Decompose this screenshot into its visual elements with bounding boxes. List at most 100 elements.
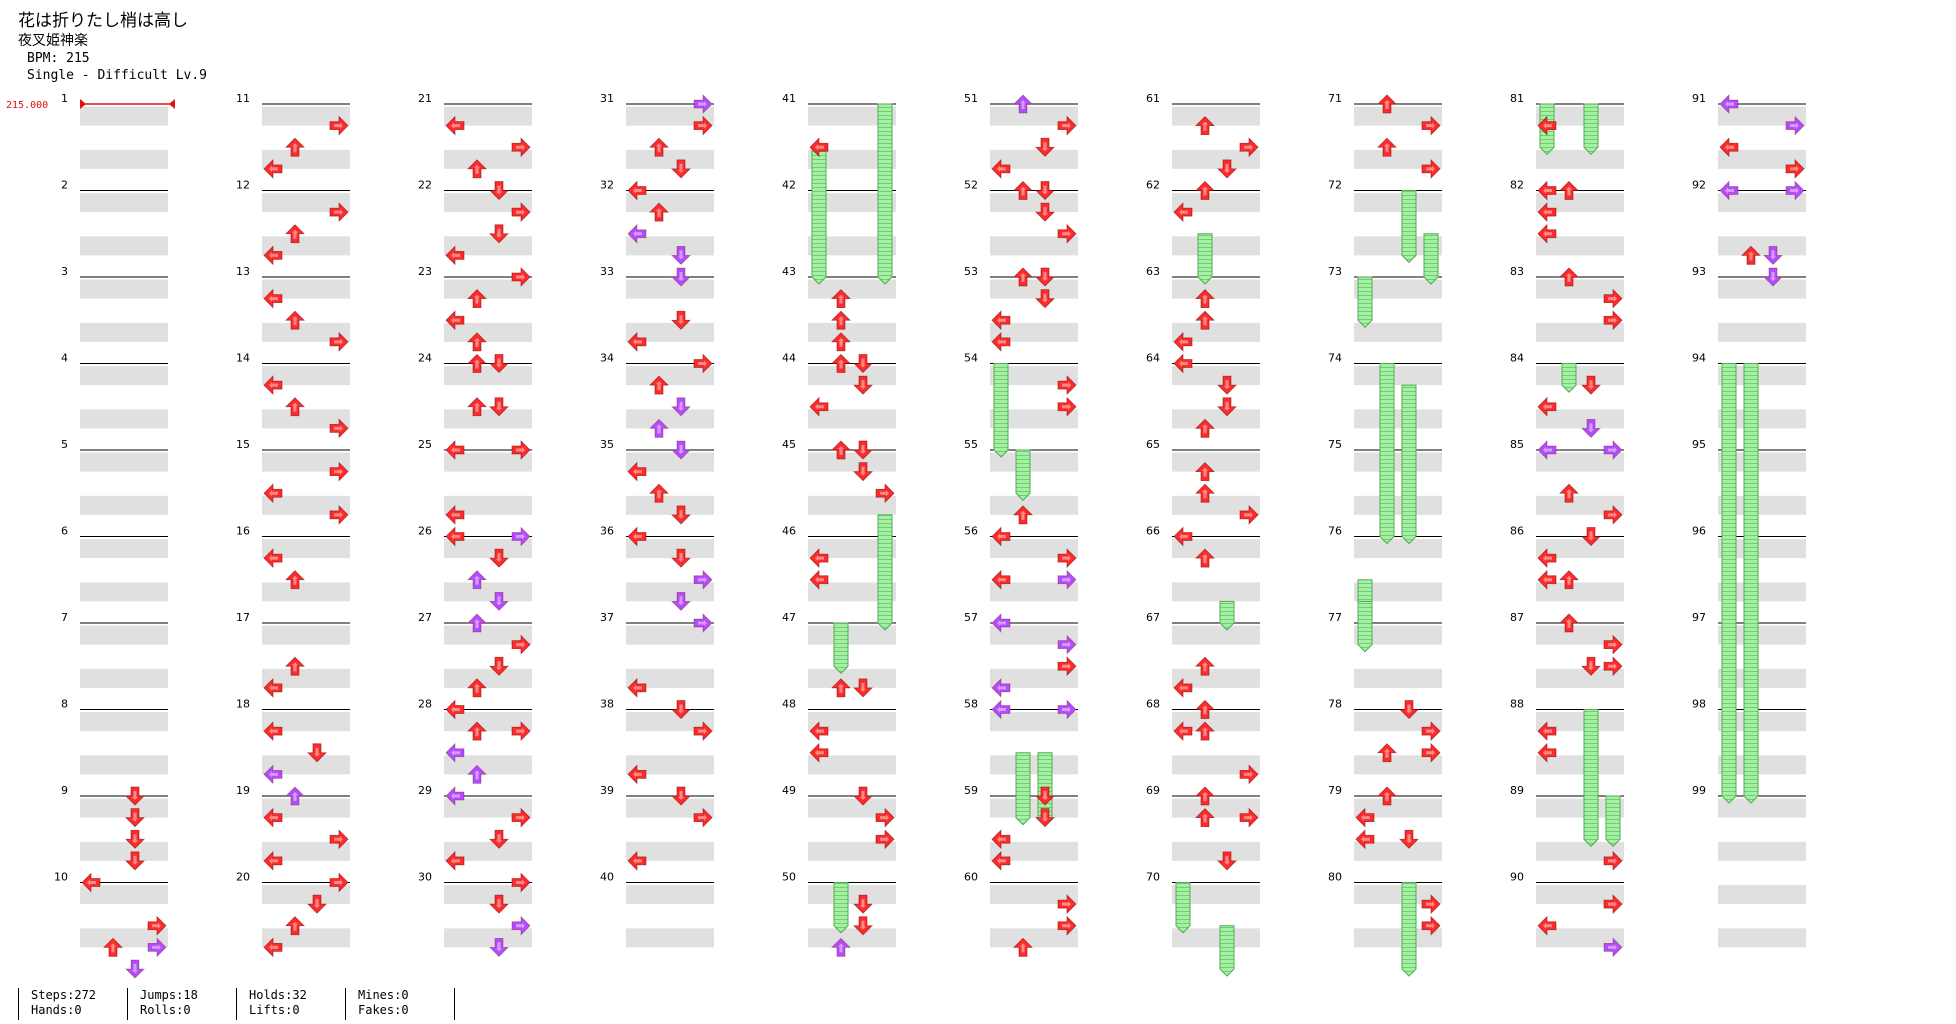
measure-50: 50	[782, 871, 896, 948]
step-arrow	[1559, 613, 1579, 633]
beat-band	[1536, 668, 1624, 688]
beat-band	[1354, 539, 1442, 559]
step-arrow	[489, 181, 509, 201]
step-arrow	[1057, 375, 1077, 396]
step-arrow	[511, 440, 531, 460]
measure-number: 79	[1328, 784, 1342, 797]
measure-number: 26	[418, 525, 432, 538]
stat-holds: Holds:32	[249, 988, 307, 1002]
measure-37: 37	[600, 611, 714, 688]
beat-band	[80, 495, 168, 515]
measure-95: 95	[1692, 438, 1806, 515]
measure-number: 95	[1692, 438, 1706, 451]
step-arrow	[671, 440, 691, 460]
step-arrow	[1421, 158, 1441, 179]
hold-note	[993, 363, 1009, 458]
step-arrow	[991, 331, 1011, 352]
beat-band	[990, 755, 1078, 775]
beat-band	[1718, 928, 1806, 948]
step-arrow	[489, 224, 509, 244]
measure-number: 93	[1692, 265, 1706, 278]
measure-77: 77	[1328, 611, 1442, 688]
beat-band	[444, 409, 532, 429]
step-arrow	[649, 202, 669, 222]
measure-number: 91	[1692, 92, 1706, 105]
step-arrow	[285, 137, 305, 157]
beat-band	[990, 712, 1078, 732]
step-arrow	[263, 850, 283, 871]
hold-note	[1175, 882, 1191, 934]
measure-number: 97	[1692, 611, 1706, 624]
beat-band	[990, 495, 1078, 515]
beat-band	[626, 885, 714, 905]
measure-number: 89	[1510, 784, 1524, 797]
beat-band	[990, 928, 1078, 948]
step-arrow	[1035, 289, 1055, 309]
stat-rolls: Rolls:0	[140, 1003, 191, 1017]
step-arrow	[445, 504, 465, 525]
step-arrow	[991, 526, 1011, 547]
measure-number: 84	[1510, 352, 1524, 365]
measure-73: 73	[1328, 265, 1442, 342]
beat-band	[808, 279, 896, 299]
measure-65: 65	[1146, 438, 1260, 515]
measure-number: 77	[1328, 611, 1342, 624]
measure-54: 54	[964, 352, 1078, 429]
beat-band	[1172, 625, 1260, 645]
measure-22: 22	[418, 179, 532, 256]
hold-note	[1583, 103, 1599, 155]
beat-band	[990, 366, 1078, 386]
step-arrow	[1581, 656, 1601, 676]
beat-band	[262, 193, 350, 213]
measure-number: 85	[1510, 438, 1524, 451]
beat-band	[1718, 582, 1806, 602]
step-arrow	[445, 115, 465, 136]
beat-band	[1354, 106, 1442, 126]
step-arrow	[1035, 808, 1055, 828]
step-arrow	[693, 353, 713, 374]
beat-band	[626, 798, 714, 818]
step-arrow	[1581, 418, 1601, 438]
measure-17: 17	[236, 611, 350, 688]
step-arrow	[1785, 158, 1805, 179]
step-arrow	[1719, 137, 1739, 158]
beat-band	[262, 452, 350, 472]
beat-band	[80, 712, 168, 732]
measure-number: 44	[782, 352, 796, 365]
step-arrow	[1057, 915, 1077, 936]
beat-band	[80, 322, 168, 342]
beat-band	[1172, 841, 1260, 861]
beat-band	[1172, 236, 1260, 256]
step-arrow	[445, 310, 465, 331]
beat-band	[1536, 539, 1624, 559]
beat-band	[1354, 279, 1442, 299]
measure-number: 50	[782, 871, 796, 884]
beat-band	[1718, 712, 1806, 732]
hold-note	[1015, 752, 1031, 826]
song-header: 花は折りたし梢は高し 夜叉姫神楽 BPM: 215 Single - Diffi…	[18, 10, 207, 84]
beat-band	[1718, 106, 1806, 126]
step-arrow	[1763, 245, 1783, 265]
measure-51: 51	[964, 92, 1078, 169]
measure-number: 34	[600, 352, 614, 365]
step-arrow	[1195, 180, 1215, 200]
beat-band	[1354, 625, 1442, 645]
step-arrow	[627, 461, 647, 482]
step-arrow	[831, 937, 851, 957]
beat-band	[990, 625, 1078, 645]
step-arrow	[991, 829, 1011, 850]
measure-53: 53	[964, 265, 1078, 342]
measure-number: 92	[1692, 179, 1706, 192]
hold-note	[833, 622, 849, 674]
measure-35: 35	[600, 438, 714, 515]
beat-band	[444, 798, 532, 818]
step-arrow	[1195, 699, 1215, 719]
measure-number: 82	[1510, 179, 1524, 192]
measure-12: 12	[236, 179, 350, 256]
step-arrow	[489, 591, 509, 611]
step-arrow	[1195, 808, 1215, 828]
measure-66: 66	[1146, 525, 1260, 602]
step-arrow	[1195, 786, 1215, 806]
step-arrow	[1785, 115, 1805, 136]
beat-band	[444, 106, 532, 126]
